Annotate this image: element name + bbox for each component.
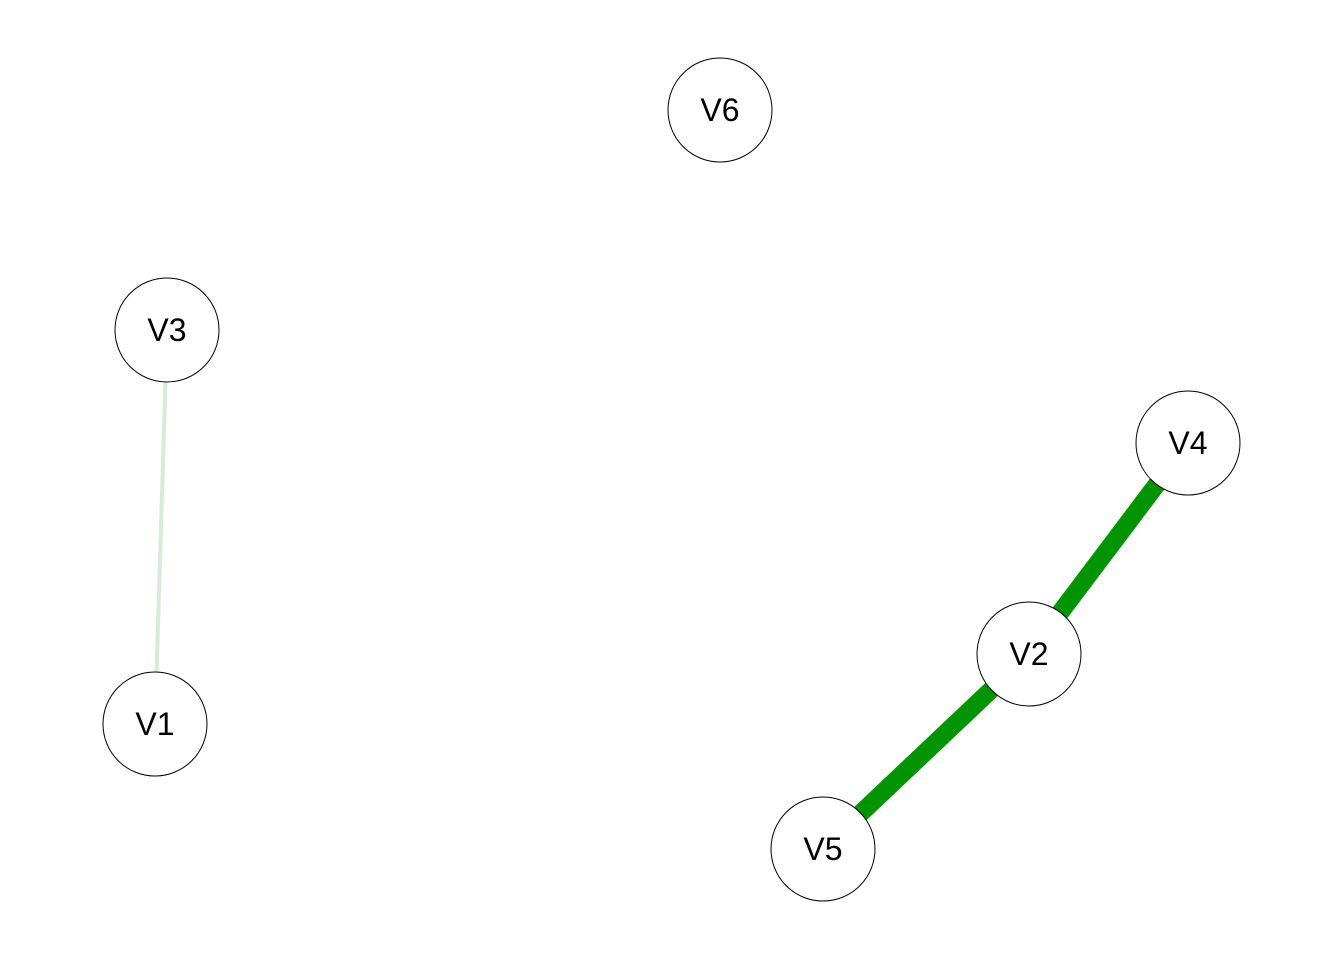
node-v2[interactable]: V2 <box>976 601 1082 707</box>
node-v1[interactable]: V1 <box>102 671 208 777</box>
node-circle <box>667 57 773 163</box>
node-label: V2 <box>1009 636 1048 672</box>
node-circle <box>770 796 876 902</box>
node-circle <box>1135 390 1241 496</box>
node-label: V4 <box>1168 425 1207 461</box>
node-circle <box>976 601 1082 707</box>
node-v3[interactable]: V3 <box>114 277 220 383</box>
edge-v3-v1 <box>153 329 169 725</box>
edge-layer <box>153 329 1196 856</box>
node-v5[interactable]: V5 <box>770 796 876 902</box>
node-label: V6 <box>700 92 739 128</box>
node-label: V1 <box>135 706 174 742</box>
node-label: V3 <box>147 312 186 348</box>
node-label: V5 <box>803 831 842 867</box>
node-layer: V1 V2 V3 V4 V5 V6 <box>102 57 1241 902</box>
node-v6[interactable]: V6 <box>667 57 773 163</box>
node-circle <box>102 671 208 777</box>
node-circle <box>114 277 220 383</box>
node-v4[interactable]: V4 <box>1135 390 1241 496</box>
